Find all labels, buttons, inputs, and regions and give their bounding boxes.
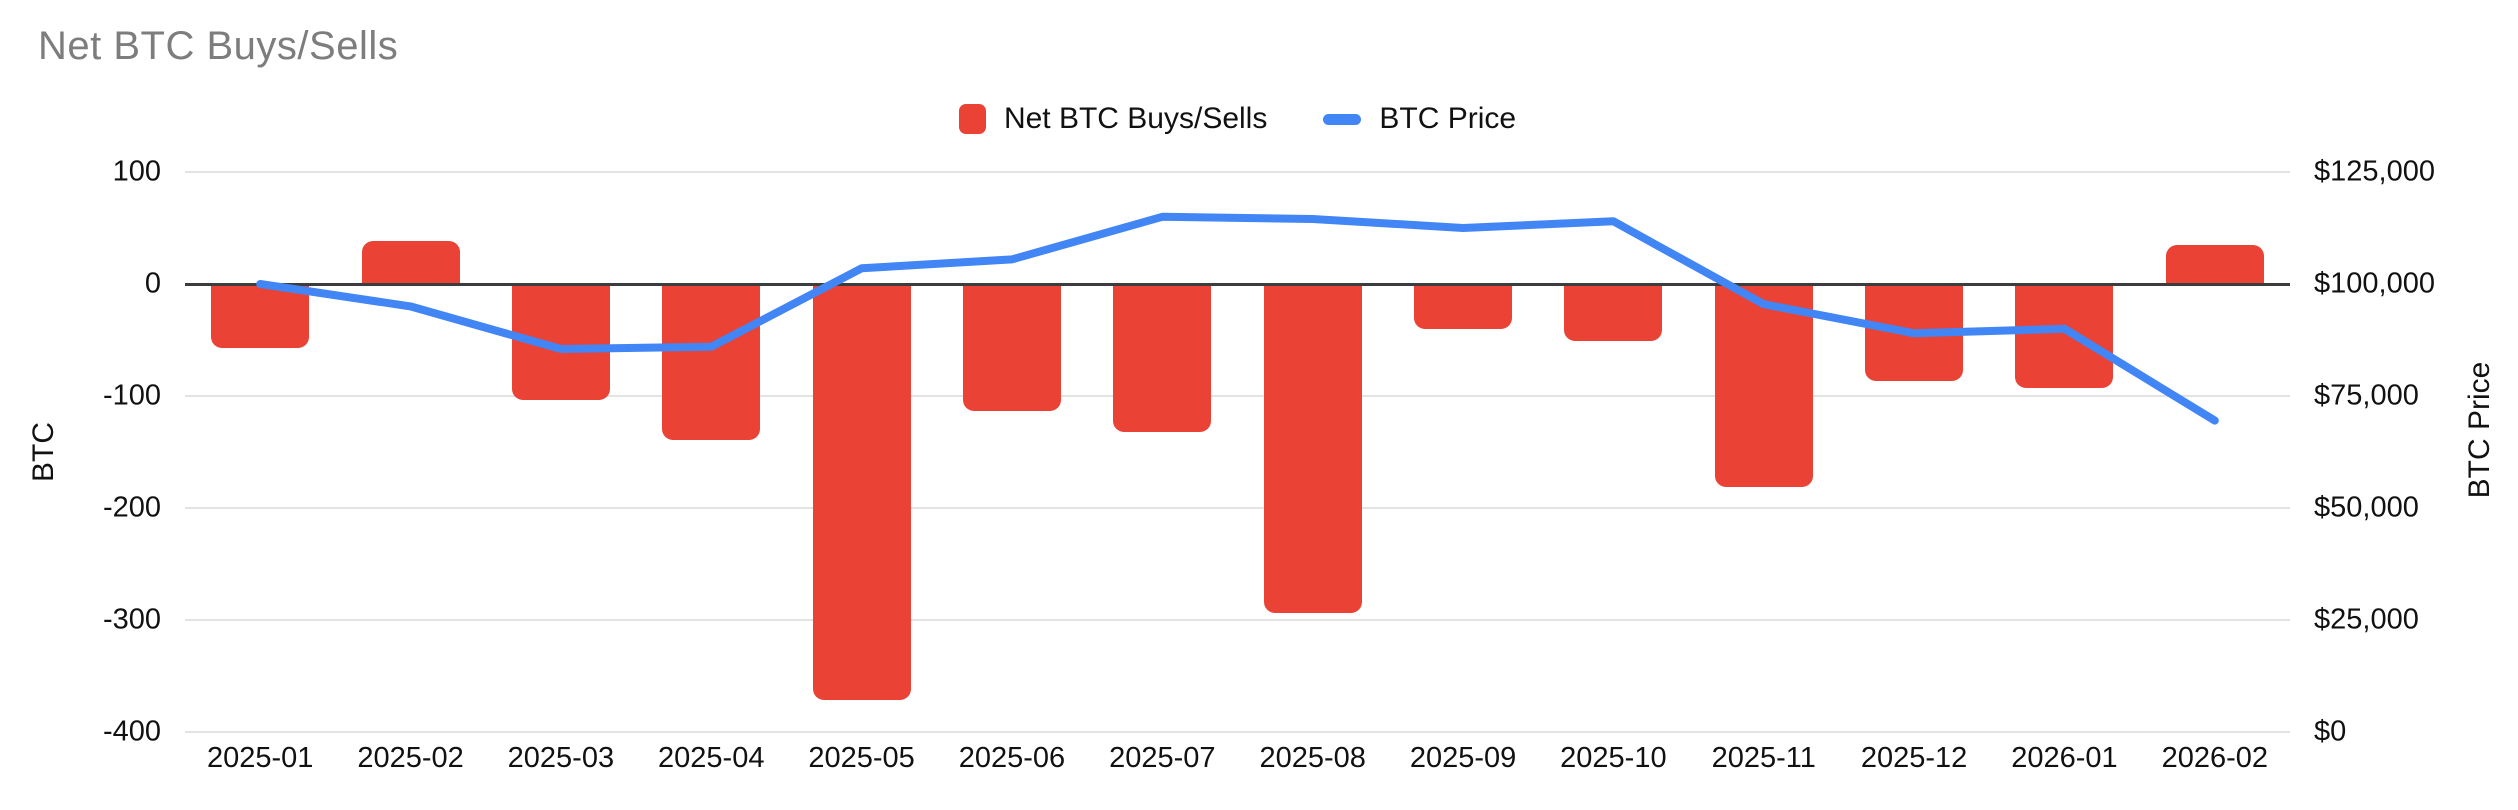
left-tick--400: -400 <box>102 715 161 748</box>
legend-line-swatch <box>1323 113 1362 125</box>
bar-2025-09[interactable] <box>1414 284 1513 329</box>
legend: Net BTC Buys/Sells BTC Price <box>185 102 2290 136</box>
left-tick--100: -100 <box>102 379 161 412</box>
left-tick-0: 0 <box>144 267 161 300</box>
left-tick-100: 100 <box>112 155 161 188</box>
plot-area: 100 $125,000 0 $100,000 -100 $75,000 -200 $50,0… <box>103 156 2435 748</box>
gridline <box>185 395 2290 397</box>
bar-2025-10[interactable] <box>1564 284 1663 342</box>
chart-title: Net BTC Buys/Sells <box>38 24 399 68</box>
x-label-2025-01: 2025-01 <box>206 742 314 774</box>
right-axis-title: BTC Price <box>2463 361 2496 499</box>
btc-price-line[interactable] <box>256 212 2219 425</box>
x-label-2025-04: 2025-04 <box>658 742 765 774</box>
legend-label: Net BTC Buys/Sells <box>1003 102 1268 135</box>
bar-2025-04[interactable] <box>662 284 761 440</box>
left-tick--200: -200 <box>102 491 161 524</box>
right-tick-50000: $50,000 <box>2314 491 2419 524</box>
x-label-2025-10: 2025-10 <box>1560 742 1667 774</box>
right-tick-125000: $125,000 <box>2314 155 2435 188</box>
right-tick-75000: $75,000 <box>2314 379 2419 412</box>
zero-gridline <box>185 282 2290 286</box>
x-label-2025-03: 2025-03 <box>507 742 615 774</box>
right-tick-0: $0 <box>2314 715 2347 748</box>
x-label-2025-12: 2025-12 <box>1860 742 1968 774</box>
x-label-2025-07: 2025-07 <box>1109 742 1216 774</box>
x-label-2025-06: 2025-06 <box>958 742 1066 774</box>
legend-bar-swatch <box>958 104 986 134</box>
gridline <box>185 171 2290 173</box>
bar-2025-08[interactable] <box>1263 284 1362 614</box>
x-label-2025-02: 2025-02 <box>357 742 464 774</box>
bar-2026-01[interactable] <box>2015 284 2114 389</box>
x-label-2025-05: 2025-05 <box>808 742 915 774</box>
x-label-2025-08: 2025-08 <box>1259 742 1366 774</box>
bar-2025-07[interactable] <box>1113 284 1212 432</box>
x-label-2026-02: 2026-02 <box>2161 742 2269 774</box>
legend-item-0[interactable]: Net BTC Buys/Sells <box>958 102 1268 136</box>
x-label-2025-09: 2025-09 <box>1409 742 1517 774</box>
x-label-2025-11: 2025-11 <box>1711 742 1816 774</box>
x-label-2026-01: 2026-01 <box>2011 742 2118 774</box>
gridline <box>185 731 2290 733</box>
bar-2025-01[interactable] <box>211 284 310 348</box>
right-tick-100000: $100,000 <box>2314 267 2435 300</box>
bar-2025-05[interactable] <box>812 284 911 700</box>
bar-2026-02[interactable] <box>2165 244 2264 284</box>
legend-item-1[interactable]: BTC Price <box>1323 102 1516 136</box>
right-tick-25000: $25,000 <box>2314 603 2419 636</box>
left-tick--300: -300 <box>102 603 161 636</box>
left-axis-title: BTC <box>27 422 60 482</box>
gridline <box>185 507 2290 509</box>
bar-2025-06[interactable] <box>962 284 1061 411</box>
bar-2025-02[interactable] <box>361 241 460 284</box>
legend-label: BTC Price <box>1379 102 1517 135</box>
bar-2025-11[interactable] <box>1714 284 1813 487</box>
x-axis-labels: 2025-01 2025-02 2025-03 2025-04 2025-05 2025-… <box>185 742 2290 782</box>
gridline <box>185 619 2290 621</box>
btc-price-line-svg <box>256 212 2219 425</box>
